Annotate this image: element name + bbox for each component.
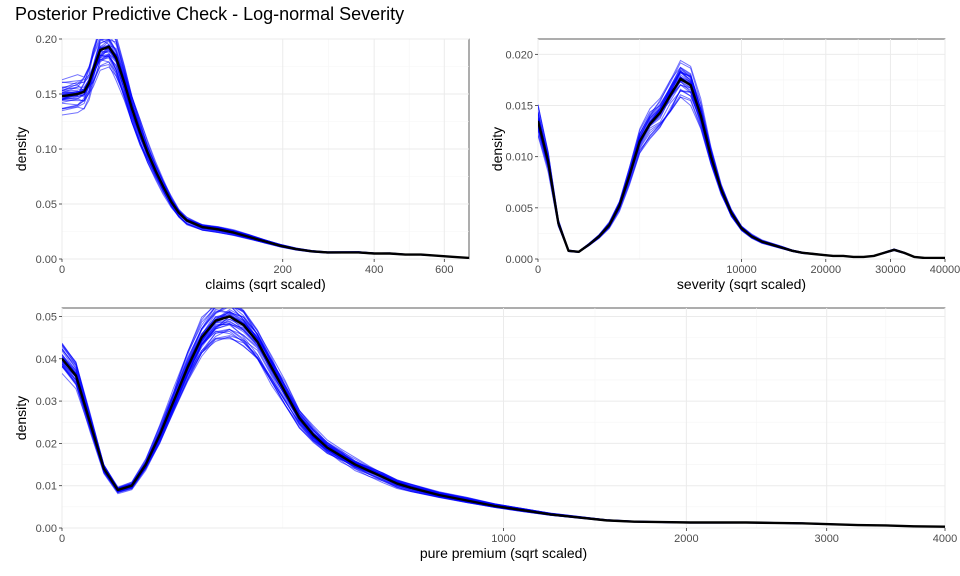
claims-y-tick-label: 0.10 <box>36 144 57 156</box>
severity-y-tick-label: 0.000 <box>505 254 533 266</box>
severity-y-tick-label: 0.020 <box>505 49 533 61</box>
panel-severity: 0 10000 20000 30000 40000 0.000 0.005 0.010 0.01… <box>489 38 960 292</box>
claims-x-tick-label: 400 <box>365 264 383 276</box>
pure-premium-y-tick-label: 0.00 <box>36 523 57 535</box>
pure-premium-x-axis-title: pure premium (sqrt scaled) <box>420 545 587 561</box>
pure-premium-y-axis-title: density <box>13 396 29 440</box>
claims-x-tick-label: 600 <box>435 264 453 276</box>
severity-y-tick-label: 0.010 <box>505 152 533 164</box>
pure-premium-y-tick-label: 0.02 <box>36 438 57 450</box>
severity-x-tick-label: 20000 <box>810 264 841 276</box>
severity-x-tick-label: 40000 <box>930 264 960 276</box>
severity-y-tick-label: 0.015 <box>505 101 533 113</box>
pure-premium-y-tick-label: 0.05 <box>36 311 57 323</box>
figure-title: Posterior Predictive Check - Log-normal … <box>15 4 404 24</box>
claims-x-tick-label: 200 <box>274 264 292 276</box>
claims-y-tick-label: 0.15 <box>36 89 57 101</box>
pure-premium-x-tick-label: 2000 <box>674 533 698 545</box>
pure-premium-y-tick-label: 0.01 <box>36 481 57 493</box>
claims-y-tick-label: 0.00 <box>36 254 57 266</box>
severity-y-axis-title: density <box>489 127 505 171</box>
claims-observed-line <box>62 45 469 259</box>
pure-premium-observed-line <box>62 315 945 528</box>
severity-y-tick-label: 0.005 <box>505 203 533 215</box>
pure-premium-y-tick-label: 0.04 <box>36 354 57 366</box>
pure-premium-x-tick-label: 4000 <box>933 533 957 545</box>
claims-x-tick-label: 0 <box>59 264 65 276</box>
pure-premium-x-tick-label: 1000 <box>491 533 515 545</box>
pure-premium-y-tick-label: 0.03 <box>36 396 57 408</box>
pure-premium-x-tick-label: 0 <box>59 533 65 545</box>
claims-y-axis-title: density <box>13 127 29 171</box>
panel-pure-premium: 0 1000 2000 3000 4000 0.00 0.01 0.02 0.03 0.04 0.0… <box>13 307 957 561</box>
severity-x-tick-label: 10000 <box>726 264 757 276</box>
severity-x-tick-label: 30000 <box>875 264 906 276</box>
panel-claims: 0 200 400 600 0.00 0.05 0.10 0.15 0.20 claims (sq… <box>13 34 470 292</box>
pure-premium-x-tick-label: 3000 <box>814 533 838 545</box>
claims-y-tick-label: 0.20 <box>36 34 57 46</box>
severity-x-axis-title: severity (sqrt scaled) <box>677 276 806 292</box>
claims-x-axis-title: claims (sqrt scaled) <box>205 276 326 292</box>
severity-x-tick-label: 0 <box>535 264 541 276</box>
claims-y-tick-label: 0.05 <box>36 199 57 211</box>
severity-observed-line <box>538 77 945 259</box>
